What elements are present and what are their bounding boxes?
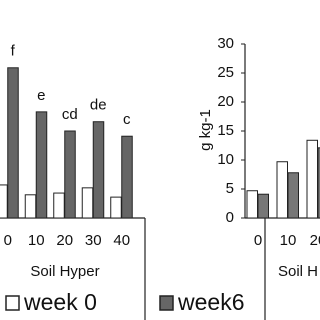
annotation: cd	[62, 106, 78, 123]
legend-label: week 0	[23, 289, 97, 315]
x-axis-label: Soil Hyper	[30, 263, 99, 280]
legend-swatch	[159, 295, 174, 311]
bar	[246, 190, 258, 219]
x-tick-label: 40	[113, 232, 130, 249]
annotation: c	[123, 111, 131, 128]
x-tick-label: 0	[254, 232, 262, 249]
bar	[64, 130, 76, 219]
bar	[7, 67, 19, 219]
y-tick-label: 10	[217, 151, 234, 168]
x-tick-label: 0	[4, 232, 12, 249]
bar	[306, 139, 318, 219]
bar	[257, 193, 269, 219]
y-tick-label: 0	[226, 209, 234, 226]
y-axis-label: g kg-1	[197, 109, 214, 151]
y-tick-label: 5	[226, 180, 234, 197]
legend-swatch	[5, 295, 20, 311]
annotation: de	[90, 97, 107, 114]
x-tick-label: 20	[310, 232, 320, 249]
x-tick-label: 20	[56, 232, 73, 249]
bar	[24, 194, 37, 219]
annotation: f	[11, 43, 16, 60]
x-tick-label: 10	[280, 232, 297, 249]
x-tick-label: 10	[28, 232, 45, 249]
y-tick-label: 25	[217, 64, 234, 81]
bar	[92, 121, 105, 219]
bar	[317, 147, 320, 219]
x-axis-label: Soil H	[278, 263, 318, 280]
bar	[0, 184, 8, 219]
y-tick-label: 15	[217, 122, 234, 139]
bar	[81, 187, 94, 219]
annotation: e	[37, 87, 45, 104]
bar	[53, 192, 65, 219]
bar	[110, 196, 122, 219]
bar	[287, 172, 299, 219]
bar	[121, 135, 133, 219]
bar	[276, 161, 288, 219]
y-tick-label: 30	[217, 35, 234, 52]
legend-label: week6	[177, 289, 244, 315]
bar	[35, 111, 48, 219]
x-tick-label: 30	[85, 232, 102, 249]
y-tick-label: 20	[217, 93, 234, 110]
